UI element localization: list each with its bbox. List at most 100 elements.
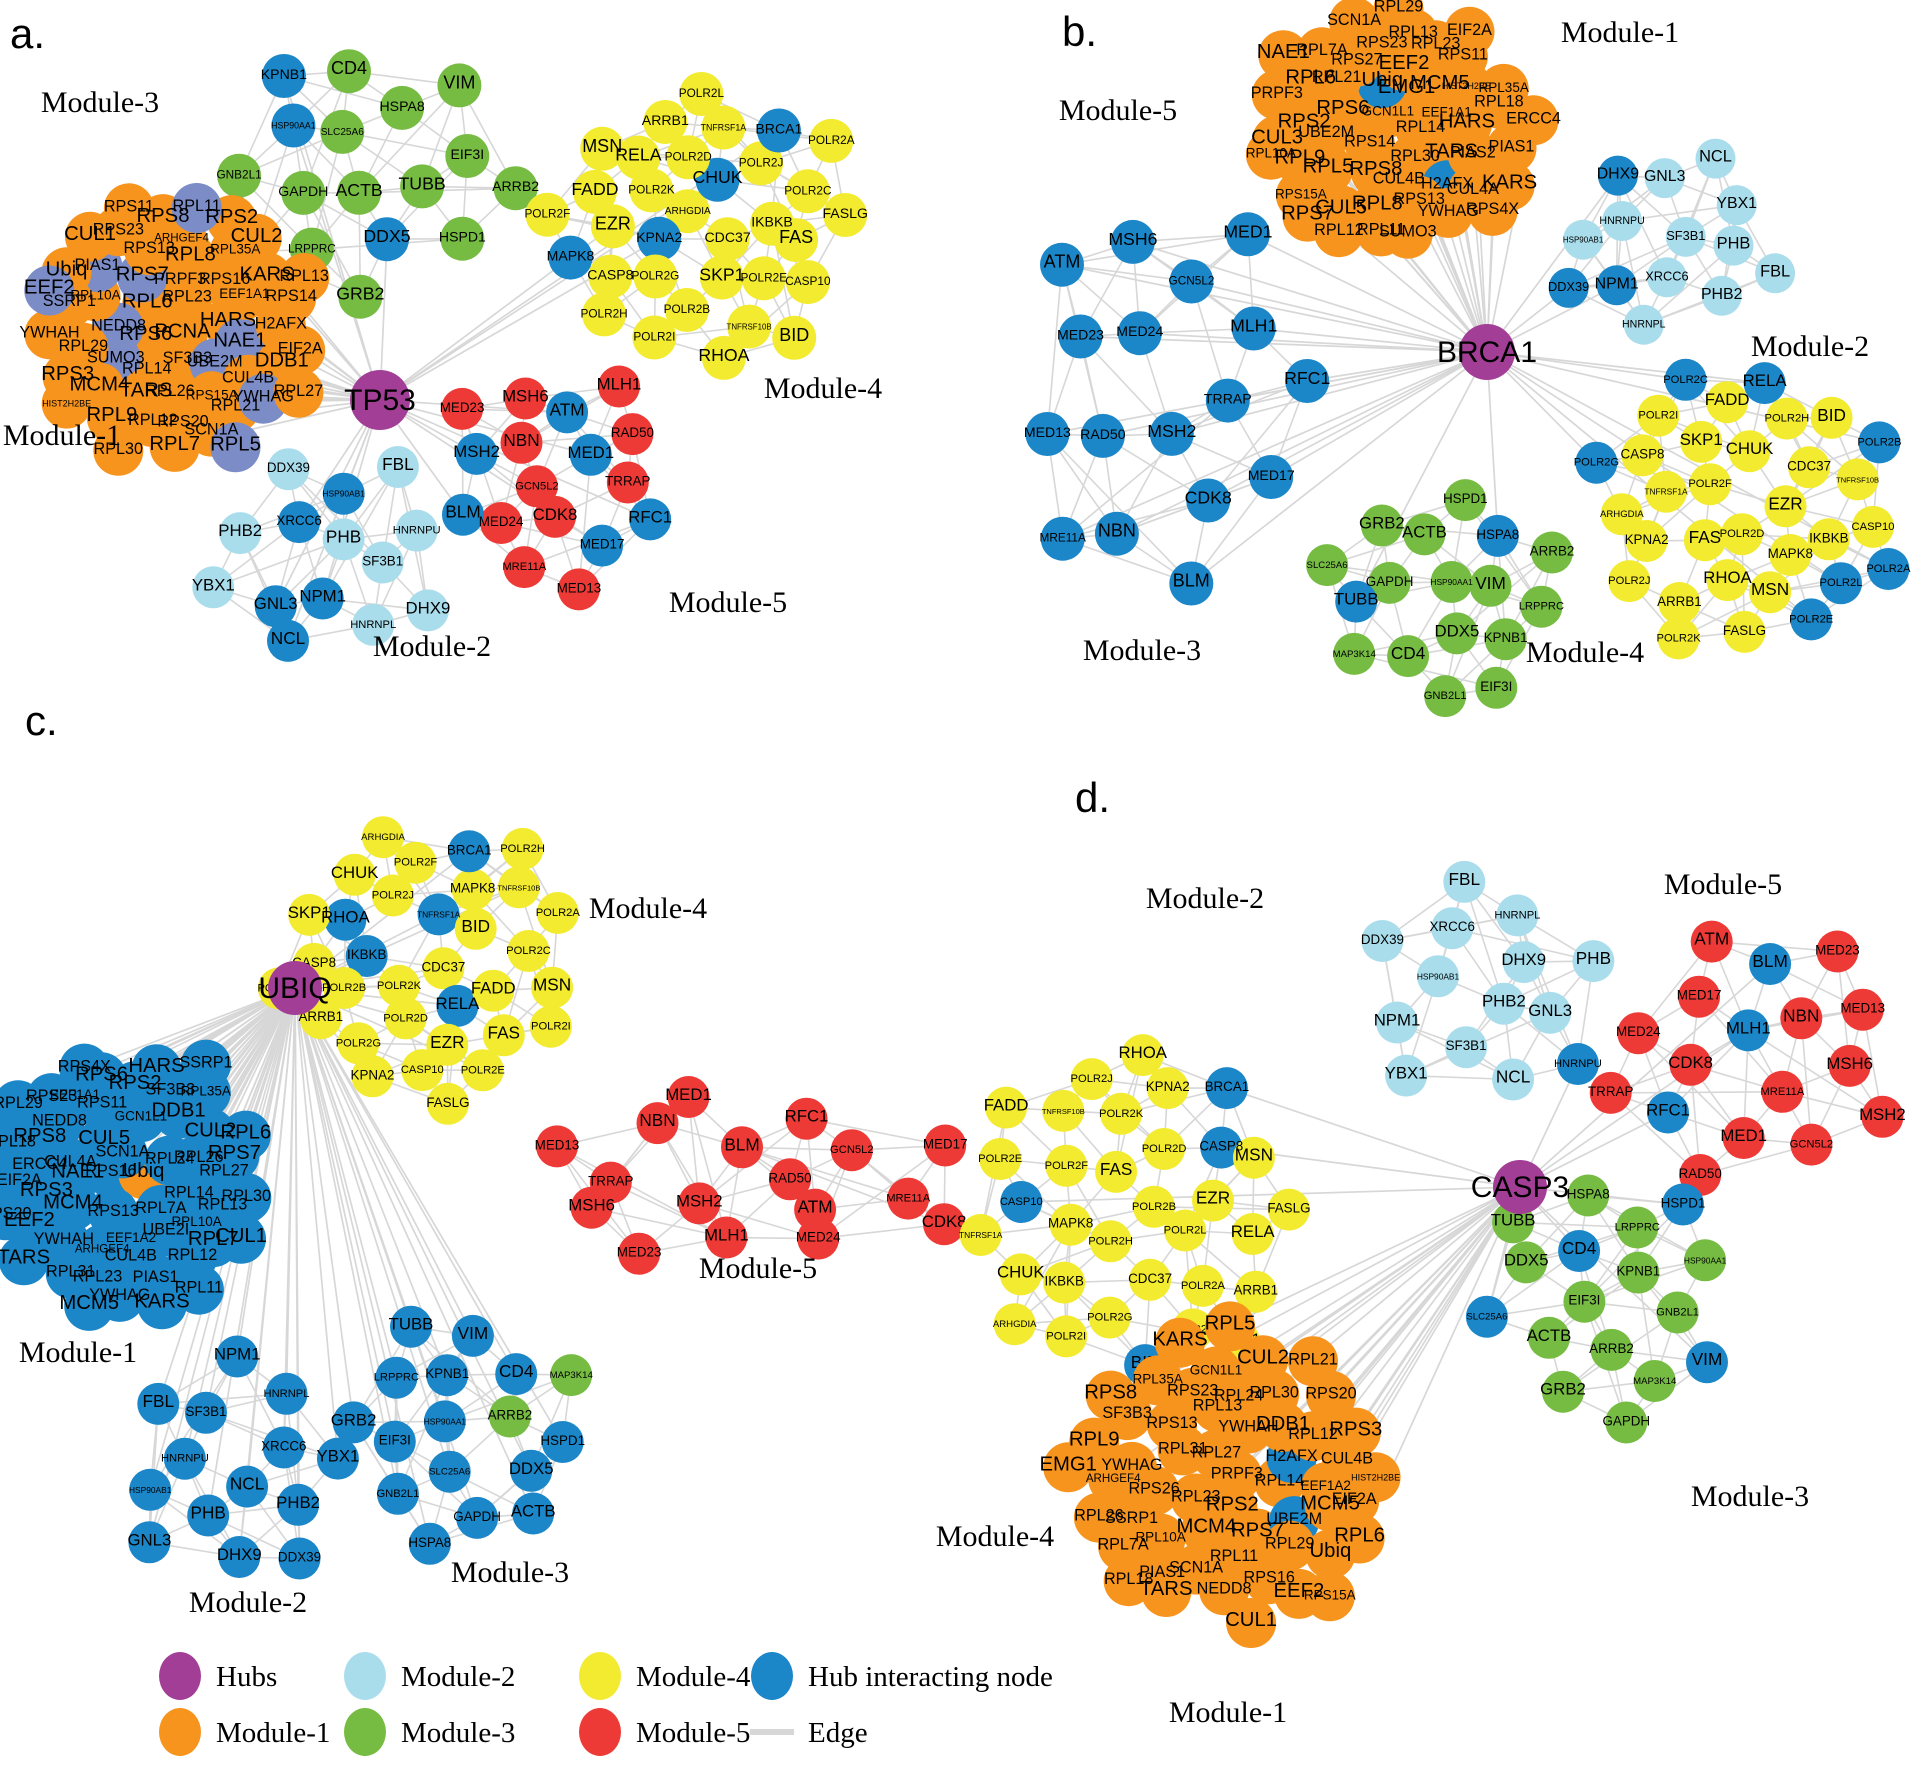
hub-edge <box>1062 351 1488 540</box>
node-label: SF3B1 <box>1446 1038 1487 1053</box>
node-label: GNB2L1 <box>1424 690 1467 702</box>
node-label: POLR2B <box>664 302 711 316</box>
b-module-4-label: Module-4 <box>1526 636 1644 669</box>
node-label: EIF2A <box>278 339 323 357</box>
hub-label: UBIQ <box>258 972 331 1005</box>
network-node <box>440 216 485 261</box>
node-label: POLR2C <box>784 183 832 197</box>
network-node <box>1664 358 1707 401</box>
node-label: GRB2 <box>336 284 384 304</box>
node-label: DDX39 <box>278 1550 321 1565</box>
node-label: POLR2F <box>394 857 438 869</box>
legend-label: Module-1 <box>216 1717 330 1749</box>
c-module-5-label: Module-5 <box>699 1252 817 1285</box>
node-label: GCN1L1 <box>1362 104 1415 119</box>
network-node <box>320 109 365 154</box>
node-label: MAPK8 <box>1048 1216 1093 1231</box>
panel-letter-d: d. <box>1075 774 1110 821</box>
node-label: RFC1 <box>785 1107 829 1126</box>
node-label: RPL13 <box>1193 1396 1243 1414</box>
b-module-1-label: Module-1 <box>1561 16 1679 49</box>
node-label: POLR2E <box>1789 613 1833 625</box>
network-node <box>1146 1067 1189 1110</box>
node-label: SUMO3 <box>87 348 145 366</box>
node-label: DDX39 <box>267 460 310 475</box>
network-node <box>1186 478 1231 523</box>
network-node <box>1043 1442 1094 1493</box>
network-node <box>1205 1301 1255 1352</box>
edge <box>1354 653 1497 689</box>
node-label: SLC25A6 <box>1466 1312 1507 1323</box>
node-label: RPL30 <box>222 1187 272 1205</box>
node-label: HIST2H2BE <box>42 399 91 409</box>
network-node <box>769 1158 811 1201</box>
network-node <box>221 1173 272 1223</box>
network-node <box>1755 253 1796 294</box>
node-label: RPL35A <box>1133 1371 1183 1386</box>
node-layer-d: PHB2 HSP90AB1 DHX9 SF3B1 XRCC6 GNL3 NPM1 HNRNPL… <box>959 860 1906 1648</box>
node-label: VIM <box>458 1323 489 1343</box>
node-label: LRPPRC <box>288 242 336 256</box>
node-label: MED17 <box>1248 467 1295 483</box>
network-node <box>408 1522 451 1565</box>
node-label: CUL1 <box>64 223 116 245</box>
network-node <box>1149 411 1194 456</box>
node-label: RPL9 <box>87 404 138 426</box>
network-node <box>217 153 262 198</box>
network-node <box>1528 1316 1570 1359</box>
node-label: MED1 <box>665 1085 712 1104</box>
network-node <box>1249 455 1294 499</box>
node-label: SF3B3 <box>146 1081 196 1099</box>
node-label: TRRAP <box>588 1174 633 1189</box>
node-label: MED23 <box>1815 943 1860 958</box>
panel-d: PHB2 HSP90AB1 DHX9 SF3B1 XRCC6 GNL3 NPM1 HNRNPL… <box>936 774 1906 1729</box>
node-label: ARRB2 <box>1589 1341 1634 1356</box>
hub-edge <box>1355 351 1488 602</box>
d-module-5-label: Module-5 <box>1664 868 1782 901</box>
network-node <box>678 1182 721 1225</box>
network-node <box>1684 1239 1727 1282</box>
node-label: PIAS1 <box>1139 1563 1185 1581</box>
edge <box>1046 264 1063 435</box>
network-node <box>1258 30 1309 81</box>
network-node <box>500 421 543 464</box>
network-node <box>582 292 627 337</box>
node-label: YWHAG <box>89 1286 150 1304</box>
node-label: RHOA <box>698 345 749 365</box>
node-layer-c: CDC37 POLR2K TNFRSF1A RELA IKBKB BID POLR2D POL… <box>0 816 968 1580</box>
node-label: RHOA <box>321 908 370 927</box>
node-label: TRRAP <box>605 474 650 489</box>
network-node <box>1680 420 1723 463</box>
node-label: KPNB1 <box>1616 1264 1660 1279</box>
network-node <box>1361 920 1404 962</box>
node-label: MAPK8 <box>450 881 495 896</box>
network-node <box>376 1472 419 1515</box>
node-label: RPL9 <box>1069 1429 1120 1451</box>
node-label: RAD50 <box>768 1170 811 1185</box>
node-label: CASP10 <box>1000 1196 1043 1208</box>
network-node <box>643 100 688 144</box>
node-label: BRCA1 <box>755 121 802 137</box>
node-label: RPL7A <box>135 1199 186 1217</box>
node-label: MED23 <box>440 400 485 415</box>
hub-node-TP53 <box>350 370 410 430</box>
node-label: DDX39 <box>1548 279 1589 294</box>
node-label: RPL5 <box>210 433 261 455</box>
hub-edge <box>1247 233 1488 353</box>
node-label: GRB2 <box>331 1410 377 1429</box>
node-label: ATM <box>1044 252 1081 272</box>
node-label: GCN1L1 <box>115 1108 168 1123</box>
hub-label: TP53 <box>344 384 416 417</box>
network-node <box>1141 1567 1192 1617</box>
network-node <box>1330 1407 1381 1458</box>
network-node <box>365 217 409 262</box>
node-label: HNRNPU <box>1599 215 1644 227</box>
network-node <box>629 168 674 213</box>
network-node <box>1861 1095 1904 1138</box>
network-node <box>322 518 365 561</box>
node-label: TNFRSF1A <box>701 123 747 133</box>
d-module-1-label: Module-1 <box>1169 1696 1287 1729</box>
network-node <box>337 1022 380 1065</box>
node-label: RAD50 <box>611 425 654 440</box>
edge <box>213 538 344 589</box>
